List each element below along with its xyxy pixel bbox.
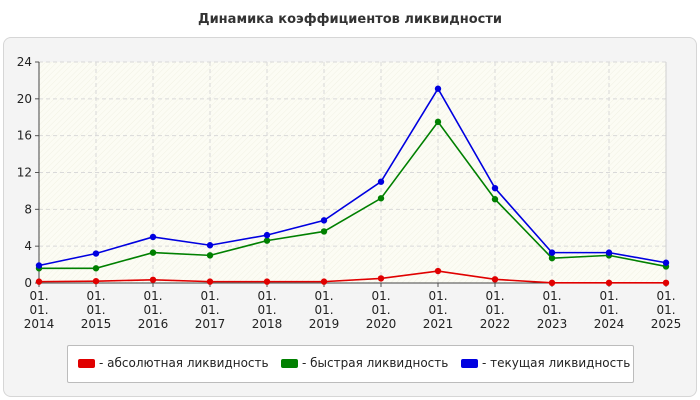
x-tick-label: 01. 01. 2023: [537, 289, 568, 331]
data-point-current: [149, 233, 157, 241]
data-point-quick: [548, 254, 556, 262]
data-point-absolute: [320, 278, 328, 285]
x-tick-label: 01. 01. 2025: [651, 289, 682, 331]
data-point-current: [206, 242, 214, 249]
data-point-absolute: [377, 275, 385, 282]
data-point-absolute: [491, 276, 499, 283]
legend-label-current: - текущая ликвидность: [482, 356, 631, 370]
legend-label-absolute: - абсолютная ликвидность: [99, 356, 269, 370]
data-point-current: [35, 262, 43, 269]
data-point-current: [548, 249, 556, 256]
data-point-quick: [377, 195, 385, 202]
data-point-absolute: [92, 277, 100, 285]
y-tick-label: 8: [24, 202, 32, 216]
legend-item-current: - текущая ликвидность: [461, 356, 630, 370]
data-point-current: [491, 184, 499, 192]
legend-item-absolute: - абсолютная ликвидность: [78, 356, 269, 370]
x-tick-label: 01. 01. 2014: [24, 289, 55, 331]
y-tick-label: 0: [24, 276, 32, 290]
plot-area: [39, 62, 666, 283]
legend-swatch-absolute: [78, 358, 95, 368]
series-line-quick: [39, 120, 667, 270]
data-point-absolute: [206, 278, 214, 285]
x-tick-label: 01. 01. 2020: [366, 289, 397, 331]
series-line-current: [38, 87, 667, 267]
data-point-current: [605, 249, 613, 256]
x-tick-label: 01. 01. 2018: [252, 289, 283, 331]
data-point-current: [434, 85, 442, 92]
x-tick-label: 01. 01. 2015: [81, 289, 112, 331]
legend: - абсолютная ликвидность - быстрая ликви…: [67, 345, 634, 383]
data-point-quick: [434, 118, 442, 126]
x-tick-label: 01. 01. 2021: [423, 289, 454, 331]
data-point-quick: [320, 228, 328, 235]
data-point-absolute: [35, 278, 43, 285]
data-point-absolute: [548, 279, 556, 287]
y-tick-label: 12: [17, 166, 32, 180]
series-line-absolute: [38, 270, 666, 284]
legend-item-quick: - быстрая ликвидность: [281, 356, 448, 370]
x-tick-label: 01. 01. 2017: [195, 289, 226, 331]
data-point-absolute: [434, 267, 442, 275]
x-tick-label: 01. 01. 2019: [309, 289, 340, 331]
data-point-current: [263, 231, 271, 239]
chart-title: Динамика коэффициентов ликвидности: [198, 12, 502, 27]
data-point-quick: [263, 237, 271, 244]
y-tick-label: 20: [17, 92, 32, 106]
data-point-quick: [206, 252, 214, 259]
x-tick-label: 01. 01. 2016: [138, 289, 169, 331]
legend-swatch-quick: [281, 358, 298, 368]
data-point-absolute: [149, 276, 157, 283]
data-point-absolute: [605, 279, 613, 287]
data-point-quick: [149, 249, 157, 256]
data-point-quick: [92, 265, 100, 272]
legend-label-quick: - быстрая ликвидность: [302, 356, 449, 370]
y-tick-label: 24: [17, 55, 32, 69]
data-point-current: [662, 259, 670, 266]
x-tick-label: 01. 01. 2024: [594, 289, 625, 331]
data-point-current: [92, 250, 100, 257]
legend-swatch-current: [461, 358, 478, 368]
data-point-current: [320, 217, 328, 224]
y-tick-label: 4: [24, 239, 32, 253]
data-point-quick: [491, 196, 499, 203]
data-point-current: [377, 178, 385, 185]
x-tick-label: 01. 01. 2022: [480, 289, 511, 331]
data-point-absolute: [662, 279, 670, 287]
data-point-absolute: [263, 278, 271, 285]
y-tick-label: 16: [17, 129, 32, 143]
